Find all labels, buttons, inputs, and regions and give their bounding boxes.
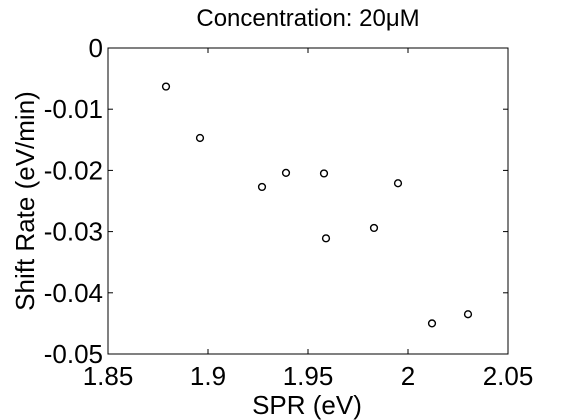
x-tick-label: 2.05 — [483, 361, 534, 391]
axes-frame — [108, 48, 508, 354]
data-point — [371, 225, 378, 232]
y-tick-label: -0.02 — [44, 155, 103, 185]
data-point — [429, 320, 436, 327]
x-axis-ticks: 1.85 1.9 1.95 2 2.05 — [83, 48, 534, 391]
y-tick-label: -0.03 — [44, 217, 103, 247]
y-tick-label: -0.04 — [44, 278, 103, 308]
chart-title: Concentration: 20μM — [196, 5, 419, 32]
y-tick-label: -0.05 — [44, 339, 103, 369]
data-point — [395, 180, 402, 187]
y-axis-label: Shift Rate (eV/min) — [10, 91, 40, 311]
y-tick-label: 0 — [89, 33, 103, 63]
data-point — [321, 170, 328, 177]
data-point — [197, 135, 204, 142]
x-tick-label: 2 — [401, 361, 415, 391]
y-axis-ticks: 0 -0.01 -0.02 -0.03 -0.04 -0.05 — [44, 33, 508, 369]
data-point — [283, 169, 290, 176]
data-point — [465, 311, 472, 318]
data-points — [163, 83, 472, 327]
y-tick-label: -0.01 — [44, 94, 103, 124]
x-tick-label: 1.95 — [283, 361, 334, 391]
x-axis-label: SPR (eV) — [252, 390, 362, 420]
data-point — [163, 83, 170, 90]
plot-area: 1.85 1.9 1.95 2 2.05 0-0.01-0.02-0.03-0.04-0… — [44, 33, 534, 391]
data-point — [323, 235, 330, 242]
data-point — [259, 184, 266, 191]
x-tick-label: 1.9 — [190, 361, 226, 391]
